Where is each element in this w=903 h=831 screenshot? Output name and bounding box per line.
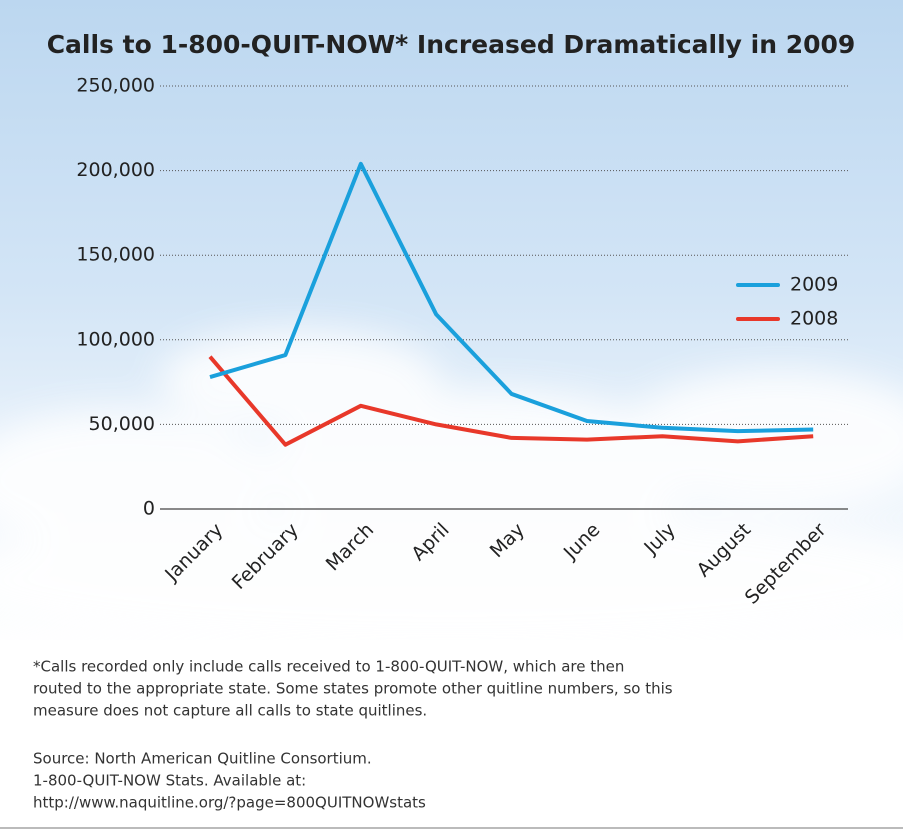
footer-background: [0, 640, 903, 831]
y-tick-label: 50,000: [89, 413, 155, 435]
y-tick-label: 100,000: [76, 328, 155, 350]
y-tick-label: 150,000: [76, 244, 155, 266]
y-tick-label: 0: [143, 498, 155, 520]
y-tick-label: 200,000: [76, 159, 155, 181]
footnote-line: measure does not capture all calls to st…: [33, 702, 427, 720]
series-line: [208, 355, 814, 447]
chart-title: Calls to 1-800-QUIT-NOW* Increased Drama…: [47, 30, 856, 59]
series-line: [209, 161, 814, 434]
source-line: http://www.naquitline.org/?page=800QUITN…: [33, 794, 426, 812]
footnote-line: routed to the appropriate state. Some st…: [33, 680, 673, 698]
clouds: [0, 330, 903, 650]
legend-label: 2008: [790, 308, 838, 330]
source-line: 1-800-QUIT-NOW Stats. Available at:: [33, 772, 306, 790]
source-line: Source: North American Quitline Consorti…: [33, 750, 372, 768]
footnote-line: *Calls recorded only include calls recei…: [33, 658, 624, 676]
legend-label: 2009: [790, 274, 838, 296]
y-tick-label: 250,000: [76, 75, 155, 97]
